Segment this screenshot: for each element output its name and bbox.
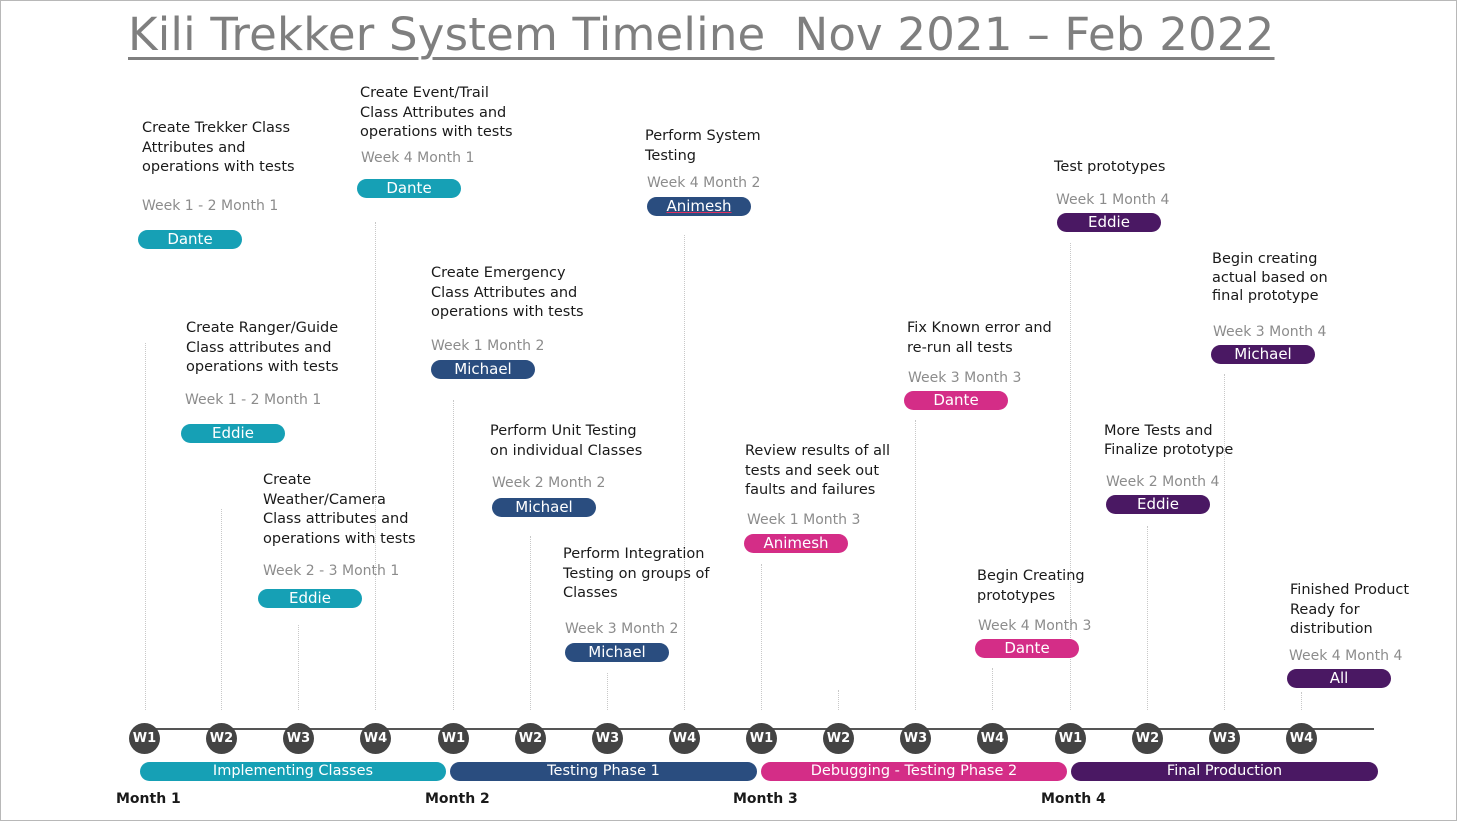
task-description: Perform Unit Testing on individual Class…	[490, 423, 643, 459]
connector-line	[453, 400, 454, 710]
week-marker: W2	[206, 723, 237, 754]
task-week: Week 3 Month 4	[1213, 324, 1327, 340]
owner-badge: Eddie	[258, 589, 362, 608]
task-week: Week 1 Month 3	[747, 512, 861, 528]
task-week: Week 2 Month 2	[492, 475, 606, 491]
task-week: Week 1 Month 4	[1056, 192, 1170, 208]
week-marker: W1	[1055, 723, 1086, 754]
task-week: Week 1 - 2 Month 1	[142, 198, 279, 214]
week-marker: W3	[283, 723, 314, 754]
week-marker: W4	[977, 723, 1008, 754]
owner-badge: Michael	[1211, 345, 1315, 364]
task-description: More Tests and Finalize prototype	[1104, 423, 1234, 458]
owner-badge: All	[1287, 669, 1391, 688]
connector-line	[1147, 526, 1148, 710]
task-week: Week 2 - 3 Month 1	[263, 563, 400, 579]
connector-line	[298, 625, 299, 710]
task-description: Create Trekker Class Attributes and oper…	[142, 120, 295, 175]
week-marker: W4	[669, 723, 700, 754]
task-description: Test prototypes	[1054, 159, 1166, 175]
month-label: Month 2	[425, 791, 490, 807]
task-description: Create Emergency Class Attributes and op…	[431, 265, 584, 320]
month-label: Month 1	[116, 791, 181, 807]
connector-line	[1224, 374, 1225, 710]
week-marker: W3	[1209, 723, 1240, 754]
task-week: Week 3 Month 3	[908, 370, 1022, 386]
connector-line	[221, 509, 222, 710]
week-marker: W2	[515, 723, 546, 754]
owner-badge: Michael	[565, 643, 669, 662]
owner-badge: Eddie	[1057, 213, 1161, 232]
phase-bar: Implementing Classes	[140, 762, 446, 781]
phase-bar: Debugging - Testing Phase 2	[761, 762, 1067, 781]
connector-line	[1070, 243, 1071, 710]
phase-bar: Final Production	[1071, 762, 1378, 781]
week-marker: W1	[438, 723, 469, 754]
week-marker: W3	[900, 723, 931, 754]
connector-line	[375, 222, 376, 710]
week-marker: W1	[129, 723, 160, 754]
week-marker: W4	[360, 723, 391, 754]
task-week: Week 4 Month 2	[647, 175, 761, 191]
task-week: Week 1 Month 2	[431, 338, 545, 354]
month-label: Month 3	[733, 791, 798, 807]
phase-bar: Testing Phase 1	[450, 762, 757, 781]
connector-line	[607, 673, 608, 710]
connector-line	[684, 235, 685, 710]
owner-badge: Eddie	[1106, 495, 1210, 514]
task-description: Create Weather/Camera Class attributes a…	[263, 472, 416, 547]
owner-badge: Michael	[492, 498, 596, 517]
week-marker: W2	[823, 723, 854, 754]
task-week: Week 3 Month 2	[565, 621, 679, 637]
task-description: Create Event/Trail Class Attributes and …	[360, 85, 513, 140]
week-marker: W3	[592, 723, 623, 754]
task-description: Finished Product Ready for distribution	[1290, 582, 1410, 637]
owner-badge: Michael	[431, 360, 535, 379]
task-description: Begin creating actual based on final pro…	[1212, 251, 1328, 304]
month-label: Month 4	[1041, 791, 1106, 807]
task-description: Review results of all tests and seek out…	[745, 443, 891, 498]
owner-badge: Dante	[357, 179, 461, 198]
connector-line	[838, 690, 839, 710]
connector-line	[530, 536, 531, 710]
connector-line	[145, 343, 146, 710]
owner-badge: Dante	[138, 230, 242, 249]
task-week: Week 4 Month 1	[361, 150, 475, 166]
task-description: Fix Known error and re-run all tests	[907, 320, 1052, 356]
week-marker: W2	[1132, 723, 1163, 754]
week-marker: W1	[746, 723, 777, 754]
owner-badge: Eddie	[181, 424, 285, 443]
connector-line	[915, 420, 916, 710]
owner-badge: Animesh	[647, 197, 751, 216]
page-title: Kili Trekker System Timeline Nov 2021 – …	[128, 8, 1275, 61]
owner-badge: Dante	[904, 391, 1008, 410]
task-description: Create Ranger/Guide Class attributes and…	[186, 320, 339, 375]
task-week: Week 1 - 2 Month 1	[185, 392, 322, 408]
task-week: Week 4 Month 3	[978, 618, 1092, 634]
owner-badge: Animesh	[744, 534, 848, 553]
task-description: Perform Integration Testing on groups of…	[563, 546, 710, 601]
task-week: Week 4 Month 4	[1289, 648, 1403, 664]
task-description: Perform System Testing	[645, 128, 761, 164]
task-description: Begin Creating prototypes	[977, 568, 1085, 604]
connector-line	[992, 668, 993, 710]
connector-line	[1301, 692, 1302, 710]
week-marker: W4	[1286, 723, 1317, 754]
owner-badge: Dante	[975, 639, 1079, 658]
connector-line	[761, 564, 762, 710]
task-week: Week 2 Month 4	[1106, 474, 1220, 490]
